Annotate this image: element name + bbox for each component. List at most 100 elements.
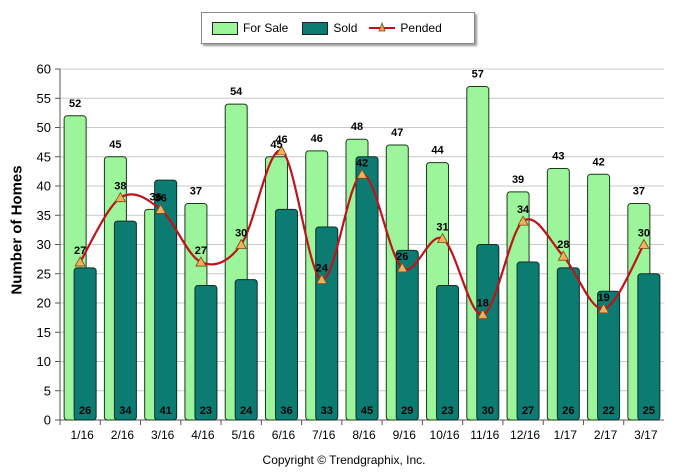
y-tick-label: 45 [37, 149, 51, 164]
for-sale-value-label: 47 [391, 127, 403, 139]
sold-bar [113, 220, 137, 421]
y-axis-title: Number of Homes [7, 140, 27, 320]
sold-swatch [302, 21, 329, 35]
pended-point [597, 303, 610, 314]
x-tick-label: 3/17 [634, 428, 658, 442]
pended-point [436, 232, 449, 244]
legend-label-sold: Sold [333, 21, 358, 35]
x-tick-label: 6/16 [272, 428, 296, 442]
for-sale-value-label: 52 [69, 98, 81, 110]
sold-bar [274, 208, 298, 421]
y-tick-label: 15 [37, 325, 51, 340]
y-tick-label: 35 [37, 208, 51, 223]
x-tick-label: 4/16 [191, 428, 215, 442]
sold-value-label: 26 [562, 405, 574, 417]
pended-point [154, 203, 167, 214]
y-tick-label: 25 [37, 266, 51, 281]
for-sale-value-label: 44 [431, 145, 444, 157]
pended-value-label: 26 [396, 251, 408, 263]
legend-item-pended: Pended [369, 21, 442, 35]
pended-point [396, 262, 408, 273]
for-sale-value-label: 48 [351, 121, 363, 133]
pended-value-label: 24 [316, 263, 329, 275]
x-tick-label: 8/16 [352, 428, 376, 442]
for-sale-value-label: 42 [592, 156, 604, 168]
x-tick-label: 11/16 [470, 428, 499, 442]
y-tick-label: 10 [37, 354, 51, 369]
sold-bar [637, 273, 661, 421]
y-axis-title-text: Number of Homes [8, 165, 26, 295]
for-sale-value-label: 43 [552, 150, 564, 162]
pended-value-label: 28 [557, 239, 569, 251]
copyright-text: Copyright © Trendgraphix, Inc. [262, 453, 426, 467]
for-sale-value-label: 57 [472, 69, 484, 81]
sold-value-label: 30 [482, 405, 494, 417]
pended-value-label: 31 [436, 222, 448, 234]
pended-value-label: 38 [114, 181, 126, 193]
pended-value-label: 30 [235, 228, 247, 240]
sold-bar [395, 249, 419, 421]
sold-bar [194, 284, 218, 421]
for-sale-value-label: 37 [190, 186, 202, 198]
pended-value-label: 27 [74, 245, 86, 257]
sold-value-label: 45 [361, 405, 373, 417]
x-tick-label: 2/17 [594, 428, 618, 442]
for-sale-value-label: 37 [633, 186, 645, 198]
y-tick-label: 50 [37, 120, 51, 135]
pended-point [517, 215, 529, 226]
pended-value-label: 27 [195, 245, 207, 257]
pended-value-label: 42 [356, 157, 368, 169]
pended-line [74, 145, 650, 320]
legend-label-for-sale: For Sale [243, 21, 289, 35]
sold-value-label: 26 [79, 405, 91, 417]
x-tick-label: 2/16 [111, 428, 135, 442]
x-tick-label: 3/16 [151, 428, 175, 442]
legend-item-sold: Sold [302, 21, 357, 35]
y-tick-label: 0 [44, 413, 51, 428]
sold-value-label: 23 [441, 405, 453, 417]
sold-bar [154, 179, 178, 421]
pended-point [477, 308, 489, 320]
pended-point [195, 256, 207, 267]
pended-point [638, 238, 650, 249]
pended-point [275, 145, 288, 156]
for-sale-value-label: 45 [109, 139, 121, 151]
pended-value-label: 34 [517, 204, 530, 216]
x-tick-label: 1/16 [70, 428, 94, 442]
x-tick-label: 10/16 [430, 428, 460, 442]
pended-point [114, 191, 127, 203]
pended-value-label: 19 [597, 292, 609, 304]
data-labels: 52 26 45 34 36 41 37 23 54 24 45 36 46 33 48 45 47 29 44 23… [69, 69, 655, 417]
pended-point [74, 256, 86, 267]
x-tick-label: 5/16 [232, 428, 256, 442]
pended-value-label: 46 [275, 134, 287, 146]
pended-line-icon [369, 21, 396, 32]
for-sale-swatch [212, 21, 238, 35]
legend: For Sale Sold Pended [201, 12, 475, 44]
for-sale-value-label: 39 [512, 174, 524, 186]
pended-value-label: 36 [155, 192, 167, 204]
sold-bar [597, 290, 621, 421]
pended-value-label: 18 [477, 298, 489, 310]
y-tick-label: 60 [37, 62, 51, 77]
legend-item-for-sale: For Sale [212, 21, 288, 35]
for-sale-value-label: 54 [230, 86, 243, 98]
sold-bar [516, 261, 540, 421]
pended-point [316, 273, 328, 285]
sold-value-label: 34 [119, 405, 132, 417]
y-tick-label: 5 [44, 383, 51, 398]
sold-value-label: 23 [200, 405, 212, 417]
pended-value-label: 30 [638, 228, 650, 240]
sold-value-label: 22 [602, 405, 614, 417]
for-sale-value-label: 45 [270, 139, 282, 151]
sold-value-label: 33 [321, 405, 333, 417]
sold-value-label: 24 [240, 405, 253, 417]
x-tick-label: 1/17 [554, 428, 578, 442]
pended-point [356, 168, 368, 179]
y-tick-label: 20 [37, 296, 51, 311]
sold-bar [73, 267, 97, 421]
sold-bar [556, 267, 580, 421]
pended-point [557, 250, 570, 261]
x-tick-label: 12/16 [510, 428, 540, 442]
